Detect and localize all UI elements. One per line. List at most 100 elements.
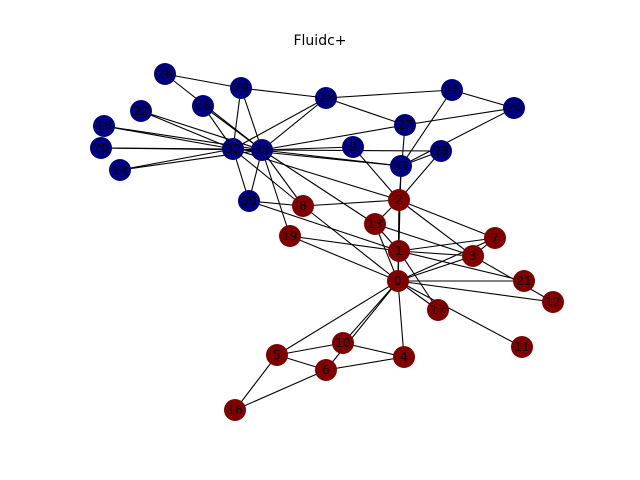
edge-0-19	[289, 235, 399, 282]
node-12: 12	[542, 291, 564, 313]
edge-6-16	[234, 369, 327, 411]
node-circle-0	[387, 270, 409, 292]
edge-23-25	[325, 89, 453, 99]
node-circle-13	[364, 213, 386, 235]
node-circle-9	[342, 136, 364, 158]
edge-27-33	[261, 124, 406, 151]
node-15: 15	[93, 115, 115, 137]
node-circle-1	[388, 240, 410, 262]
node-19: 19	[279, 225, 301, 247]
node-label-18: 18	[195, 99, 210, 113]
node-3: 3	[462, 245, 484, 267]
edge-0-11	[397, 280, 523, 348]
node-33: 33	[251, 139, 273, 161]
node-circle-16	[224, 399, 246, 421]
node-label-27: 27	[397, 118, 412, 132]
node-16: 16	[224, 399, 246, 421]
node-label-10: 10	[335, 336, 350, 350]
node-label-24: 24	[506, 101, 521, 115]
edge-1-30	[248, 200, 400, 252]
node-label-11: 11	[514, 340, 529, 354]
node-label-25: 25	[444, 83, 459, 97]
edge-23-29	[240, 87, 327, 99]
node-11: 11	[511, 336, 533, 358]
node-14: 14	[109, 159, 131, 181]
node-label-9: 9	[349, 140, 357, 154]
edge-0-4	[397, 280, 405, 358]
node-circle-17	[427, 299, 449, 321]
node-label-5: 5	[273, 348, 281, 362]
node-label-15: 15	[96, 119, 111, 133]
edge-0-3	[397, 255, 474, 282]
node-30: 30	[238, 190, 260, 212]
edge-8-32	[232, 148, 304, 207]
edge-2-7	[398, 199, 496, 239]
edge-2-8	[302, 199, 400, 207]
node-circle-5	[266, 344, 288, 366]
edge-0-8	[302, 205, 399, 282]
node-2: 2	[388, 189, 410, 211]
edge-2-9	[352, 146, 400, 201]
node-circle-19	[279, 225, 301, 247]
node-circle-4	[393, 346, 415, 368]
node-22: 22	[130, 100, 152, 122]
edge-1-17	[398, 250, 439, 311]
node-circle-2	[388, 189, 410, 211]
edge-1-7	[398, 237, 496, 252]
node-circle-18	[192, 95, 214, 117]
node-21: 21	[513, 270, 535, 292]
node-circle-29	[230, 77, 252, 99]
edge-5-16	[234, 354, 278, 411]
node-label-33: 33	[254, 143, 269, 157]
node-7: 7	[484, 227, 506, 249]
node-label-3: 3	[469, 249, 477, 263]
edge-1-19	[289, 235, 400, 252]
edge-3-12	[472, 255, 554, 303]
edge-4-6	[325, 356, 405, 371]
node-13: 13	[364, 213, 386, 235]
node-label-29: 29	[233, 81, 248, 95]
node-circle-14	[109, 159, 131, 181]
node-circle-33	[251, 139, 273, 161]
node-circle-27	[394, 114, 416, 136]
node-circle-12	[542, 291, 564, 313]
edge-3-13	[374, 223, 474, 257]
node-28: 28	[430, 140, 452, 162]
node-1: 1	[388, 240, 410, 262]
node-circle-10	[332, 332, 354, 354]
edge-9-33	[261, 146, 354, 151]
node-circle-32	[222, 138, 244, 160]
node-label-6: 6	[322, 363, 330, 377]
node-5: 5	[266, 344, 288, 366]
node-8: 8	[292, 195, 314, 217]
node-label-16: 16	[227, 403, 242, 417]
node-circle-15	[93, 115, 115, 137]
node-10: 10	[332, 332, 354, 354]
edge-19-33	[261, 149, 291, 237]
node-26: 26	[154, 63, 176, 85]
chart-title: Fluidc+	[293, 33, 347, 49]
node-label-23: 23	[318, 91, 333, 105]
edge-26-29	[164, 73, 242, 89]
edge-2-3	[398, 199, 474, 257]
node-9: 9	[342, 136, 364, 158]
node-circle-23	[315, 87, 337, 109]
node-label-2: 2	[395, 193, 403, 207]
node-32: 32	[222, 138, 244, 160]
node-circle-25	[441, 79, 463, 101]
node-circle-11	[511, 336, 533, 358]
node-20: 20	[90, 137, 112, 159]
edge-24-31	[400, 107, 515, 167]
node-circle-7	[484, 227, 506, 249]
edge-0-12	[397, 280, 554, 303]
node-label-31: 31	[393, 159, 408, 173]
node-23: 23	[315, 87, 337, 109]
node-17: 17	[427, 299, 449, 321]
node-label-21: 21	[516, 274, 531, 288]
node-label-14: 14	[112, 163, 127, 177]
node-label-26: 26	[157, 67, 172, 81]
edge-31-33	[261, 149, 402, 167]
node-circle-30	[238, 190, 260, 212]
edge-0-10	[342, 280, 399, 344]
